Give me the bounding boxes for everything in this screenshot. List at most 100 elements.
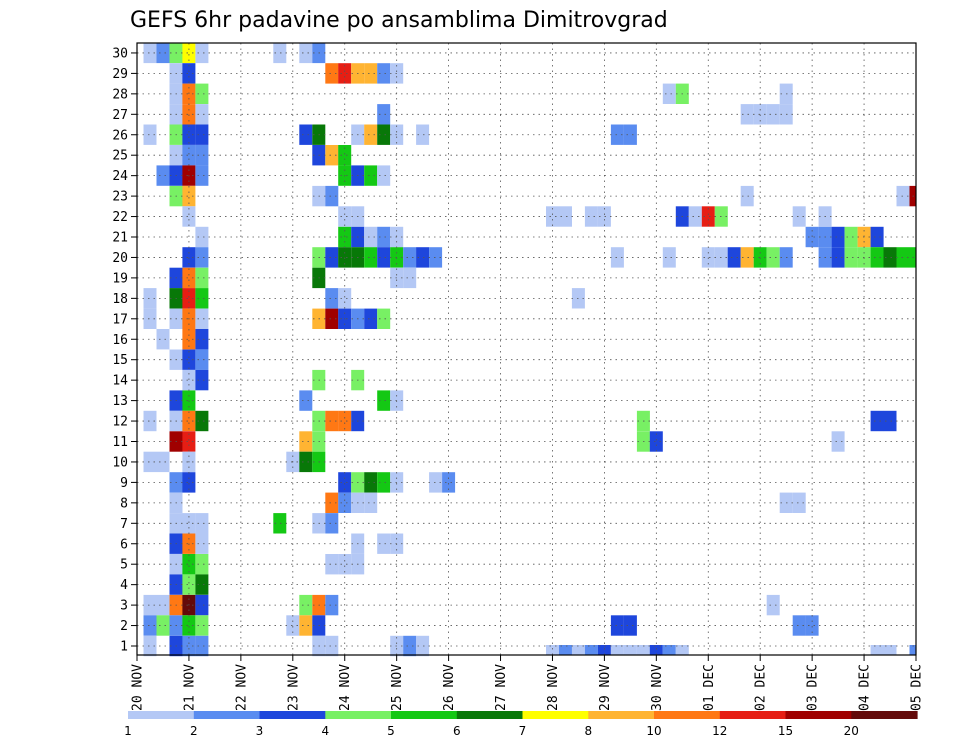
x-tick-label: 30 NOV bbox=[650, 664, 665, 711]
heatmap-cell bbox=[325, 635, 339, 657]
chart-title: GEFS 6hr padavine po ansamblima Dimitrov… bbox=[130, 8, 668, 33]
y-tick-label: 14 bbox=[112, 374, 128, 389]
y-tick-label: 18 bbox=[112, 292, 128, 307]
heatmap-cell bbox=[377, 124, 391, 145]
heatmap-cell bbox=[377, 472, 391, 493]
legend-swatch bbox=[128, 711, 195, 719]
heatmap-cell bbox=[559, 206, 572, 227]
legend-swatch bbox=[193, 711, 261, 719]
heatmap-cell bbox=[299, 390, 313, 411]
legend-swatch bbox=[851, 711, 918, 719]
heatmap-cell bbox=[675, 645, 689, 655]
heatmap-cell bbox=[649, 645, 663, 655]
heatmap-cell bbox=[286, 615, 300, 636]
x-tick-label: 27 NOV bbox=[494, 664, 509, 711]
heatmap-cell bbox=[377, 63, 391, 84]
y-tick-label: 17 bbox=[112, 312, 128, 327]
legend-swatch bbox=[522, 711, 589, 719]
legend-swatch bbox=[456, 711, 524, 719]
y-tick-label: 7 bbox=[120, 517, 128, 532]
heatmap-cell bbox=[156, 615, 170, 636]
heatmap-cell bbox=[299, 594, 313, 616]
y-tick-label: 29 bbox=[112, 67, 128, 82]
x-tick-label: 29 NOV bbox=[598, 664, 613, 711]
heatmap-cell bbox=[403, 247, 417, 268]
heatmap-cell bbox=[182, 349, 196, 370]
heatmap-cell bbox=[182, 369, 196, 391]
heatmap-cell bbox=[156, 594, 170, 616]
heatmap-cell bbox=[195, 308, 209, 329]
heatmap-cell bbox=[870, 410, 884, 432]
heatmap-cell bbox=[610, 615, 624, 636]
x-tick-label: 22 NOV bbox=[234, 664, 249, 711]
legend-swatch bbox=[719, 711, 787, 719]
legend-label: 1 bbox=[124, 724, 132, 738]
heatmap-cell bbox=[662, 247, 676, 268]
heatmap-cell bbox=[195, 83, 209, 104]
legend-label: 6 bbox=[453, 724, 461, 738]
heatmap-cell bbox=[338, 145, 352, 166]
heatmap-cell bbox=[792, 206, 806, 227]
heatmap-cell bbox=[325, 185, 339, 207]
heatmap-cell bbox=[182, 247, 196, 268]
heatmap-cell bbox=[195, 267, 209, 289]
y-tick-label: 4 bbox=[120, 578, 128, 593]
heatmap-cell bbox=[623, 645, 637, 655]
heatmap-cell bbox=[195, 226, 209, 248]
heatmap-cell bbox=[883, 645, 897, 655]
heatmap-cell bbox=[338, 554, 352, 575]
legend-swatch bbox=[785, 711, 852, 719]
heatmap-cell bbox=[143, 635, 157, 657]
y-tick-label: 16 bbox=[112, 333, 128, 348]
heatmap-cell bbox=[623, 615, 637, 636]
heatmap-cell bbox=[195, 329, 209, 350]
heatmap-cell bbox=[156, 329, 170, 350]
y-tick-label: 27 bbox=[112, 108, 128, 123]
heatmap-cell bbox=[883, 247, 897, 268]
heatmap-cell bbox=[156, 42, 170, 64]
heatmap-cell bbox=[299, 42, 313, 64]
y-tick-label: 24 bbox=[112, 169, 128, 184]
heatmap-cell bbox=[416, 124, 430, 145]
heatmap-cell bbox=[753, 247, 767, 268]
heatmap-cell bbox=[143, 615, 157, 636]
heatmap-cell bbox=[740, 185, 754, 207]
heatmap-cell bbox=[182, 574, 196, 595]
heatmap-cell bbox=[143, 451, 157, 473]
heatmap-cell bbox=[143, 410, 157, 432]
heatmap-cell bbox=[831, 226, 845, 248]
x-axis: 20 NOV 21 NOV 22 NOV 23 NOV 24 NOV 25 NOV 26 N… bbox=[131, 655, 925, 711]
heatmap-cell bbox=[325, 492, 339, 513]
heatmap-cell bbox=[195, 594, 209, 616]
heatmap-cell bbox=[546, 206, 559, 227]
heatmap-cell bbox=[805, 615, 819, 636]
heatmap-cell bbox=[299, 431, 313, 452]
heatmap-cell bbox=[377, 104, 391, 125]
x-tick-label: 02 DEC bbox=[754, 664, 769, 711]
heatmap-cell bbox=[662, 645, 676, 655]
heatmap-cell bbox=[182, 472, 196, 493]
heatmap-cell bbox=[182, 329, 196, 350]
heatmap-cell bbox=[792, 492, 806, 513]
x-tick-label: 05 DEC bbox=[910, 664, 925, 711]
y-tick-label: 2 bbox=[120, 619, 128, 634]
heatmap-cell bbox=[610, 124, 624, 145]
legend-label: 4 bbox=[321, 724, 329, 738]
heatmap-cell bbox=[143, 288, 157, 309]
heatmap-cell bbox=[727, 247, 741, 268]
color-legend: 1 2 3 4 5 6 7 8 10 12 15 20 bbox=[124, 711, 918, 738]
heatmap-cell bbox=[195, 247, 209, 268]
heatmap-cell bbox=[325, 594, 339, 616]
x-tick-label: 04 DEC bbox=[858, 664, 873, 711]
y-tick-label: 26 bbox=[112, 128, 128, 143]
heatmap-cell bbox=[584, 206, 598, 227]
heatmap-cell bbox=[273, 42, 287, 64]
heatmap-cell bbox=[597, 645, 611, 655]
y-tick-label: 11 bbox=[112, 435, 128, 450]
heatmap-cell bbox=[338, 63, 352, 84]
legend-label: 12 bbox=[712, 724, 727, 738]
heatmap-cell bbox=[364, 226, 378, 248]
legend-label: 7 bbox=[519, 724, 527, 738]
heatmap-cell bbox=[766, 594, 780, 616]
